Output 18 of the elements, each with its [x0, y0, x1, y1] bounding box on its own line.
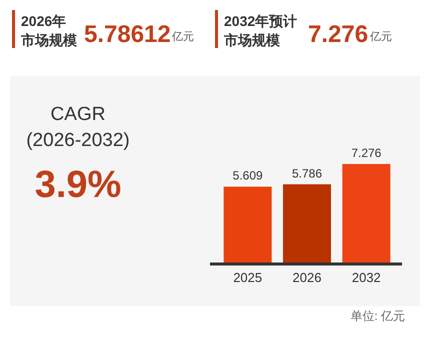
- text: 亿元: [171, 31, 194, 43]
- text: 5.78612: [84, 21, 171, 48]
- x-tick-label: 2032: [352, 270, 381, 285]
- x-tick-label: 2026: [292, 270, 322, 285]
- data-label: 7.276: [351, 146, 382, 160]
- text: 2026年: [21, 13, 66, 29]
- text: 市场规模: [223, 32, 281, 48]
- x-tick-label: 2025: [233, 270, 262, 285]
- text: 市场规模: [20, 32, 78, 48]
- text: 2032年预计: [224, 13, 298, 29]
- text: 亿元: [369, 31, 392, 43]
- text: 3.9%: [34, 164, 122, 206]
- text: 7.276: [308, 21, 368, 48]
- text: (2026-2032): [26, 130, 130, 151]
- data-label: 5.786: [292, 166, 322, 180]
- text: 单位: 亿元: [350, 309, 405, 323]
- data-label: 5.609: [232, 168, 264, 183]
- text: CAGR: [50, 104, 106, 125]
